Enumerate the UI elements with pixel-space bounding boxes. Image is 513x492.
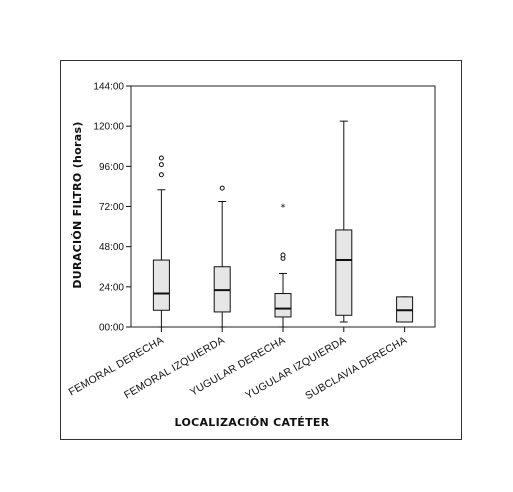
boxes: * xyxy=(152,120,414,328)
box-iqr xyxy=(152,259,170,311)
y-tick-label: 72:00 xyxy=(99,202,124,213)
box-5 xyxy=(396,296,414,323)
y-tick-label: 00:00 xyxy=(99,323,124,334)
x-tick-label: SUBCLAVIA DERECHA xyxy=(303,334,409,402)
x-tick-label: FEMORAL DERECHA xyxy=(67,334,166,398)
x-axis-title: LOCALIZACIÓN CATÉTER xyxy=(175,416,330,429)
box-iqr xyxy=(274,293,292,318)
outlier-point xyxy=(219,185,225,191)
y-tick-label: 96:00 xyxy=(99,162,124,173)
box-4 xyxy=(335,120,353,323)
x-tick-label: YUGULAR IZQUIERDA xyxy=(243,334,348,402)
y-axis: 00:00 24:00 48:00 72:00 96:00 120:00 144:00 xyxy=(93,82,131,334)
outlier-point xyxy=(158,172,164,178)
y-tick-label: 120:00 xyxy=(93,122,124,133)
extreme-point: * xyxy=(281,203,286,214)
y-tick-label: 48:00 xyxy=(99,242,124,253)
outlier-point xyxy=(158,162,164,168)
x-tick-label: FEMORAL IZQUIERDA xyxy=(122,334,227,401)
y-tick-label: 144:00 xyxy=(93,82,124,93)
y-axis-title: DURACIÓN FILTRO (horas) xyxy=(71,121,84,288)
box-1 xyxy=(152,155,170,328)
box-2 xyxy=(213,185,231,328)
outlier-point xyxy=(158,155,164,161)
y-tick-label: 24:00 xyxy=(99,282,124,293)
outlier-point xyxy=(280,252,286,258)
box-3: * xyxy=(274,203,292,328)
box-iqr xyxy=(335,229,353,316)
